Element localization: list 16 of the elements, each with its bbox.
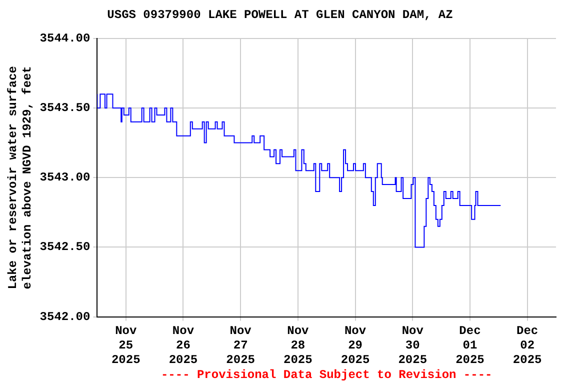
y-tick-label: 3544.00 — [40, 31, 90, 46]
x-tick-label: Nov 25 2025 — [111, 324, 140, 367]
x-tick-label: Nov 27 2025 — [226, 324, 255, 367]
text: ---- Provisional Data Subject to Revision ---- — [160, 368, 492, 382]
x-tick-label: Nov 26 2025 — [168, 324, 198, 367]
x-tick-label: Dec 02 2025 — [512, 324, 542, 367]
x-tick-label: Nov 28 2025 — [284, 324, 312, 367]
x-tick-label: Dec 01 2025 — [456, 324, 484, 367]
x-tick-label: Nov 30 2025 — [398, 324, 428, 367]
y-tick-label: 3543.00 — [40, 170, 90, 185]
y-tick-label: 3542.00 — [40, 310, 90, 324]
chart-title: USGS 09379900 LAKE POWELL AT GLEN CANYON DAM, AZ — [107, 8, 453, 22]
x-tick-label: Nov 29 2025 — [340, 324, 370, 367]
y-tick-label: 3542.50 — [40, 240, 90, 254]
y-axis-title: Lake or reservoir water surface elevation above NGVD 1929, feet — [6, 66, 35, 290]
y-tick-label: 3543.50 — [40, 101, 90, 116]
